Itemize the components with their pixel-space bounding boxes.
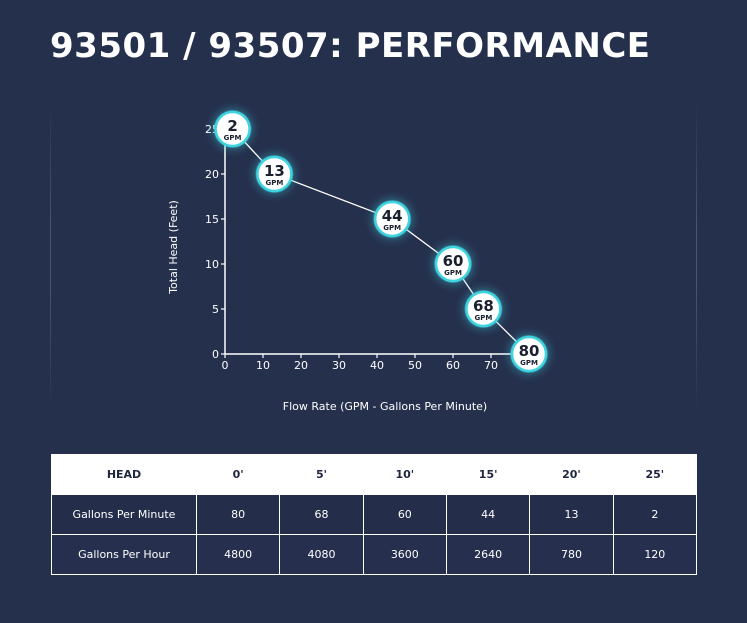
data-point-value: 68 xyxy=(473,297,494,315)
y-tick-label: 20 xyxy=(205,168,219,181)
table-cell: 4080 xyxy=(279,534,364,575)
x-tick-label: 50 xyxy=(408,359,422,372)
data-point-unit: GPM xyxy=(444,269,462,277)
bubble-circle xyxy=(510,335,548,373)
bubble-circle xyxy=(373,200,411,238)
table-header-cell: 10' xyxy=(362,454,447,495)
y-tick-label: 15 xyxy=(205,213,219,226)
performance-table: HEAD 0' 5' 10' 15' 20' 25' Gallons Per M… xyxy=(51,454,698,575)
y-tick-label: 5 xyxy=(212,303,219,316)
bubble-circle xyxy=(256,155,293,193)
data-point-value: 60 xyxy=(443,252,464,270)
data-point-unit: GPM xyxy=(265,179,283,187)
table-header-cell: 25' xyxy=(612,454,698,495)
x-tick-label: 40 xyxy=(370,359,384,372)
bubble-circle xyxy=(465,290,502,328)
row-label: Gallons Per Hour xyxy=(51,534,197,575)
table-cell: 3600 xyxy=(362,534,447,575)
table-row: Gallons Per Minute 80 68 60 44 13 2 xyxy=(51,494,698,535)
table-cell: 68 xyxy=(279,494,364,535)
x-tick-label: 60 xyxy=(446,359,460,372)
left-edge-divider xyxy=(50,100,51,412)
x-tick-label: 70 xyxy=(484,359,498,372)
table-cell: 120 xyxy=(612,534,698,575)
data-point-value: 2 xyxy=(227,117,237,135)
table-header-cell: 5' xyxy=(279,454,364,495)
table-row: Gallons Per Hour 4800 4080 3600 2640 780… xyxy=(51,534,698,575)
page-title: 93501 / 93507: PERFORMANCE xyxy=(50,26,651,66)
x-tick-label: 30 xyxy=(332,359,346,372)
table-header-cell: 15' xyxy=(445,454,531,495)
y-tick-label: 0 xyxy=(212,348,219,361)
x-tick-label: 10 xyxy=(256,359,270,372)
bubble-circle xyxy=(214,110,251,148)
table-header-row: HEAD 0' 5' 10' 15' 20' 25' xyxy=(51,454,698,495)
x-axis-title: Flow Rate (GPM - Gallons Per Minute) xyxy=(283,400,487,413)
table-cell: 13 xyxy=(529,494,614,535)
right-edge-divider xyxy=(696,100,697,412)
x-tick-label: 20 xyxy=(294,359,308,372)
y-axis-title: Total Head (Feet) xyxy=(167,200,180,295)
x-tick-label: 0 xyxy=(222,359,229,372)
table-cell: 44 xyxy=(445,494,531,535)
data-point-value: 13 xyxy=(264,162,285,180)
data-point-unit: GPM xyxy=(224,134,242,142)
data-point-value: 80 xyxy=(519,342,540,360)
table-header-cell: 0' xyxy=(195,454,281,495)
bubble-circle xyxy=(434,245,472,283)
table-cell: 4800 xyxy=(195,534,281,575)
table-cell: 80 xyxy=(195,494,281,535)
table-cell: 2 xyxy=(612,494,698,535)
table-header-cell: HEAD xyxy=(51,454,197,495)
table-cell: 780 xyxy=(529,534,614,575)
data-point-value: 44 xyxy=(382,207,403,225)
data-point-unit: GPM xyxy=(383,224,401,232)
table-cell: 60 xyxy=(362,494,447,535)
data-point-unit: GPM xyxy=(520,359,538,367)
table-header-cell: 20' xyxy=(529,454,614,495)
table-cell: 2640 xyxy=(445,534,531,575)
y-tick-label: 10 xyxy=(205,258,219,271)
data-point-unit: GPM xyxy=(474,314,492,322)
row-label: Gallons Per Minute xyxy=(51,494,197,535)
